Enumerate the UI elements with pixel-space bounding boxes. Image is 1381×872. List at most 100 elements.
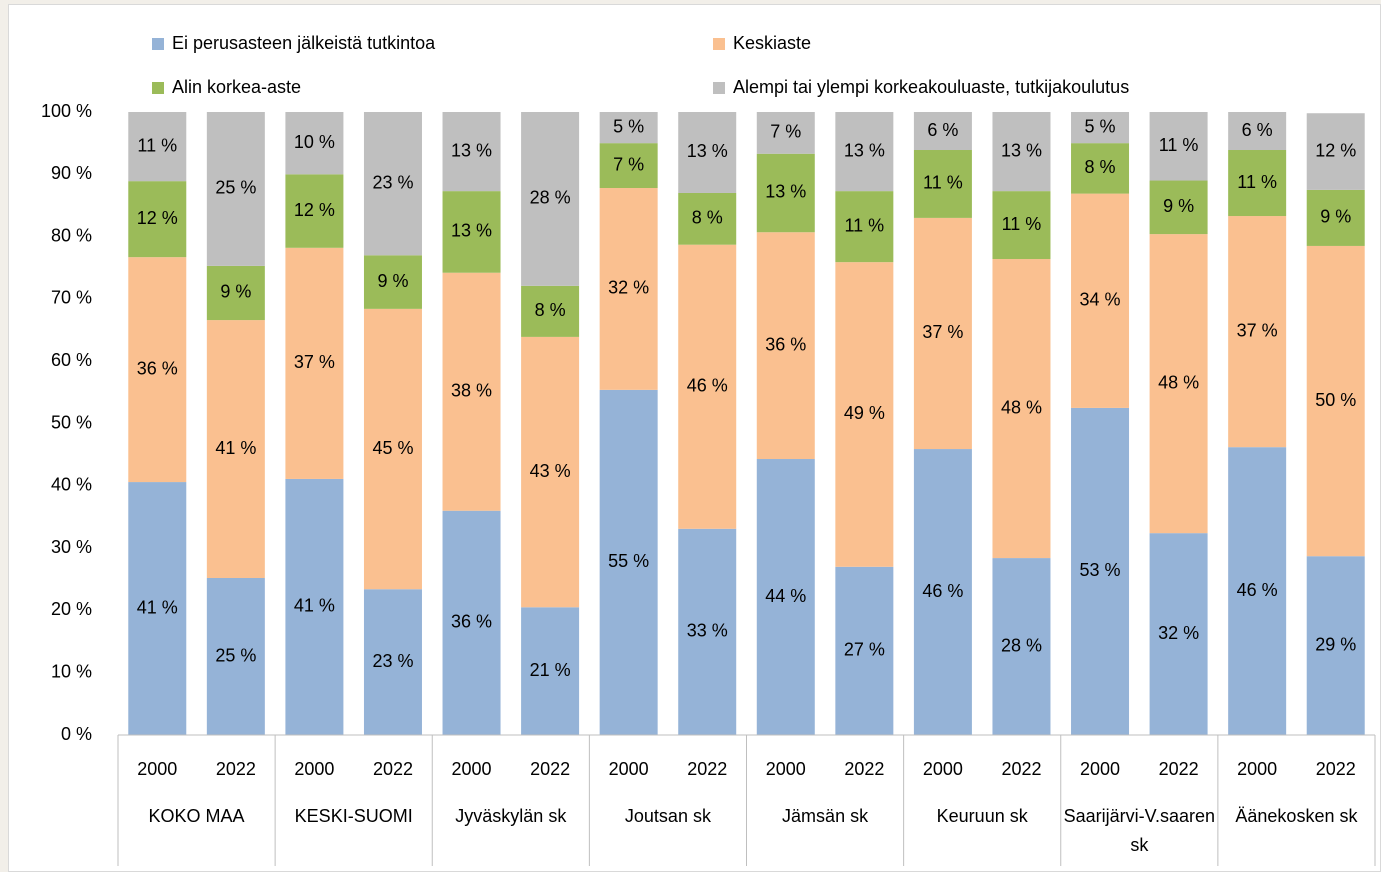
x-tick-label: 2000: [452, 759, 492, 779]
bar-segment: [442, 272, 501, 511]
legend-swatch: [713, 82, 725, 94]
data-label: 10 %: [294, 132, 335, 152]
bar-segment: [521, 336, 580, 608]
bar-segment: [1306, 189, 1365, 246]
y-tick-label: 0 %: [61, 724, 92, 744]
bar-segment: [206, 112, 265, 266]
bar-segment: [835, 112, 894, 192]
data-label: 34 %: [1080, 290, 1121, 310]
bar-segment: [206, 578, 265, 735]
data-label: 41 %: [294, 596, 335, 616]
data-label: 12 %: [294, 200, 335, 220]
group-label: KESKI-SUOMI: [294, 806, 413, 826]
data-label: 8 %: [1085, 157, 1116, 177]
x-tick-label: 2000: [1080, 759, 1120, 779]
bar-segment: [992, 558, 1051, 735]
bar-segment: [128, 181, 187, 258]
bar-segment: [599, 143, 658, 189]
x-tick-label: 2022: [530, 759, 570, 779]
data-label: 55 %: [608, 551, 649, 571]
x-tick-label: 2000: [609, 759, 649, 779]
data-label: 13 %: [844, 140, 885, 160]
data-label: 5 %: [613, 116, 644, 136]
data-label: 9 %: [377, 271, 408, 291]
bar-segment: [756, 112, 815, 154]
bar-segment: [521, 607, 580, 735]
bar-segment: [599, 188, 658, 390]
bar-segment: [521, 112, 580, 286]
data-label: 21 %: [530, 660, 571, 680]
data-label: 49 %: [844, 403, 885, 423]
bar-segment: [913, 112, 972, 151]
legend-swatch: [713, 38, 725, 50]
data-label: 8 %: [535, 300, 566, 320]
bar-segment: [285, 247, 344, 479]
bar-segment: [1149, 180, 1208, 235]
bar-segment: [442, 112, 501, 192]
data-label: 36 %: [137, 358, 178, 378]
y-tick-label: 60 %: [51, 350, 92, 370]
data-label: 48 %: [1001, 397, 1042, 417]
data-label: 5 %: [1085, 116, 1116, 136]
data-label: 37 %: [922, 322, 963, 342]
bar-segment: [285, 478, 344, 735]
data-label: 11 %: [137, 135, 177, 155]
bar-segment: [599, 389, 658, 735]
data-label: 32 %: [608, 278, 649, 298]
bar-segment: [992, 112, 1051, 192]
data-label: 13 %: [1001, 140, 1042, 160]
bar-segment: [128, 482, 187, 735]
legend-label: Alin korkea-aste: [172, 77, 301, 97]
bar-segment: [128, 257, 187, 483]
bar-segment: [1149, 234, 1208, 534]
bar-segment: [1149, 112, 1208, 181]
y-tick-label: 90 %: [51, 163, 92, 183]
data-label: 38 %: [451, 380, 492, 400]
bar-segment: [1071, 112, 1130, 144]
x-tick-label: 2022: [687, 759, 727, 779]
bar-segment: [835, 566, 894, 735]
bar-segment: [1306, 113, 1365, 190]
data-label: 7 %: [613, 154, 644, 174]
bar-segment: [599, 112, 658, 144]
y-tick-label: 100 %: [41, 101, 92, 121]
data-label: 48 %: [1158, 372, 1199, 392]
data-label: 25 %: [215, 645, 256, 665]
x-tick-label: 2022: [216, 759, 256, 779]
bar-segment: [913, 217, 972, 450]
bar-segment: [992, 259, 1051, 559]
data-label: 29 %: [1315, 634, 1356, 654]
data-label: 23 %: [372, 651, 413, 671]
bar-segment: [1228, 447, 1287, 735]
bar-segment: [913, 449, 972, 735]
data-label: 12 %: [1315, 140, 1356, 160]
bar-segment: [913, 150, 972, 218]
bar-segment: [678, 192, 737, 245]
legend-swatch: [152, 82, 164, 94]
y-tick-label: 50 %: [51, 412, 92, 432]
data-label: 32 %: [1158, 623, 1199, 643]
group-label: Jämsän sk: [782, 806, 869, 826]
bar-segment: [285, 112, 344, 175]
data-label: 6 %: [927, 120, 958, 140]
x-tick-label: 2000: [766, 759, 806, 779]
group-label: Joutsan sk: [624, 806, 711, 826]
bar-segment: [206, 265, 265, 321]
y-tick-label: 20 %: [51, 599, 92, 619]
bar-segment: [442, 191, 501, 273]
bar-segment: [1228, 112, 1287, 151]
data-label: 12 %: [137, 208, 178, 228]
bar-segment: [756, 459, 815, 735]
data-label: 28 %: [1001, 635, 1042, 655]
bar-segment: [1071, 193, 1130, 408]
x-tick-label: 2022: [844, 759, 884, 779]
bar-segment: [206, 320, 265, 579]
x-tick-label: 2022: [1159, 759, 1199, 779]
bar-segment: [678, 244, 737, 529]
legend-label: Ei perusasteen jälkeistä tutkintoa: [172, 33, 436, 53]
data-label: 45 %: [372, 438, 413, 458]
data-label: 13 %: [451, 221, 492, 241]
data-label: 11 %: [844, 215, 884, 235]
legend-label: Alempi tai ylempi korkeakouluaste, tutki…: [733, 77, 1129, 97]
